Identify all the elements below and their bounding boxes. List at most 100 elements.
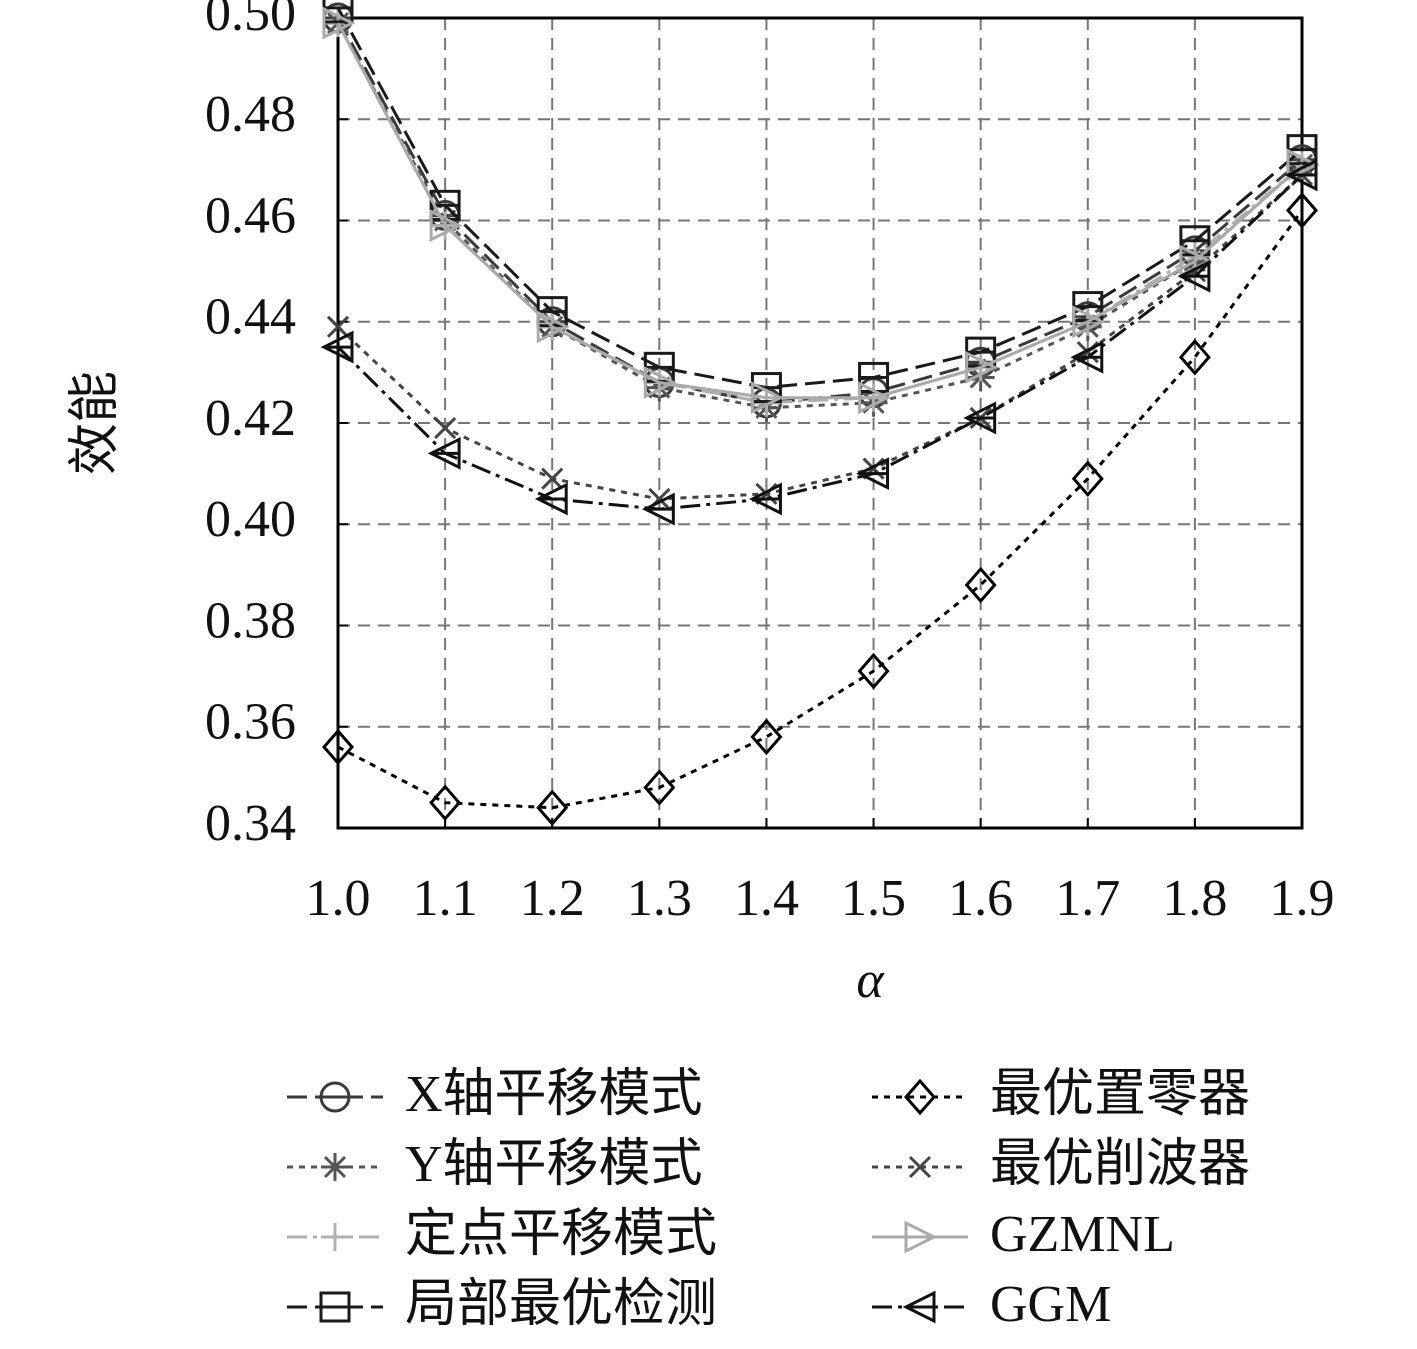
marker-part (964, 566, 997, 604)
y-tick-label: 0.46 (205, 187, 296, 244)
series-line (336, 173, 1304, 501)
marker-part (536, 310, 570, 344)
x-tick-label: 1.5 (841, 870, 906, 927)
legend-label: 最优置零器 (990, 1066, 1250, 1123)
data-point (1177, 259, 1211, 293)
legend-marker (908, 1155, 932, 1179)
data-point (643, 769, 676, 806)
marker-part (908, 1155, 932, 1179)
marker-part (322, 6, 356, 40)
data-point (536, 310, 570, 344)
data-point (641, 492, 675, 526)
marker-part (541, 467, 564, 490)
y-tick-label: 0.38 (205, 592, 296, 649)
marker-part (434, 417, 457, 440)
x-tick-label: 1.3 (627, 870, 692, 927)
marker-part (750, 381, 784, 415)
data-point (750, 718, 783, 756)
marker-part (1178, 338, 1211, 376)
data-point (643, 366, 677, 399)
series-line (336, 22, 1304, 410)
y-tick-label: 0.34 (205, 795, 296, 852)
legend-label: 局部最优检测 (405, 1276, 717, 1333)
y-axis-label: 效能 (67, 371, 124, 475)
series-line (336, 173, 1304, 511)
legend-label: 定点平移模式 (405, 1206, 717, 1263)
data-point (1286, 148, 1320, 182)
x-tick-label: 1.4 (734, 870, 799, 927)
y-tick-label: 0.48 (205, 86, 296, 143)
data-point (964, 566, 997, 604)
legend-label: 最优削波器 (990, 1136, 1250, 1193)
legend-marker (319, 1081, 351, 1113)
marker-part (429, 209, 463, 242)
marker-part (643, 366, 677, 399)
data-point (1286, 192, 1318, 229)
data-point (963, 401, 997, 435)
marker-part (858, 381, 891, 415)
marker-part (643, 769, 676, 806)
data-point (536, 789, 569, 827)
data-point (1284, 158, 1318, 192)
series-line (336, 22, 1304, 400)
data-point (429, 209, 463, 242)
marker-part (536, 789, 569, 827)
x-tick-label: 1.1 (413, 870, 478, 927)
data-point (749, 482, 782, 516)
data-point (965, 350, 999, 384)
marker-part (750, 718, 783, 756)
data-point (857, 652, 890, 690)
data-point (322, 6, 356, 40)
marker-part (1286, 192, 1318, 229)
x-tick-label: 1.8 (1162, 870, 1227, 927)
data-point (1071, 460, 1104, 497)
legend-label: GZMNL (990, 1206, 1175, 1263)
marker-part (965, 350, 999, 384)
marker-part (1071, 460, 1104, 497)
y-tick-label: 0.40 (205, 491, 296, 548)
x-tick-label: 1.0 (306, 870, 371, 927)
marker-part (429, 784, 462, 821)
series-line (336, 7, 1303, 390)
x-axis-label: α (856, 952, 885, 1009)
data-point (541, 467, 564, 490)
data-point (326, 315, 350, 338)
series-line (337, 209, 1304, 810)
marker-part (857, 652, 890, 690)
legend-marker (902, 1290, 936, 1324)
marker-part (904, 1220, 938, 1254)
series-line (336, 17, 1303, 405)
y-tick-label: 0.50 (205, 0, 296, 42)
data-point (1072, 305, 1106, 339)
data-point (434, 417, 457, 440)
marker-part (322, 728, 354, 766)
marker-part (326, 315, 350, 338)
marker-part (323, 1155, 347, 1179)
data-point (320, 330, 354, 364)
x-tick-label: 1.9 (1270, 870, 1335, 927)
legend-marker (321, 1153, 349, 1181)
x-tick-label: 1.6 (948, 870, 1013, 927)
data-point (856, 457, 890, 491)
data-point (427, 436, 461, 470)
legend-marker (904, 1078, 936, 1116)
legend-marker (904, 1220, 938, 1254)
series-line (336, 22, 1303, 405)
data-point (534, 482, 568, 516)
data-point (322, 728, 354, 766)
x-tick-label: 1.2 (520, 870, 585, 927)
legend-label: X轴平移模式 (405, 1066, 703, 1123)
y-tick-label: 0.42 (205, 390, 296, 447)
y-tick-label: 0.44 (205, 289, 296, 346)
x-tick-label: 1.7 (1055, 870, 1120, 927)
legend-label: GGM (990, 1276, 1111, 1333)
data-point (858, 381, 891, 415)
marker-part (904, 1078, 936, 1116)
y-tick-label: 0.36 (205, 694, 296, 751)
data-point (1070, 340, 1104, 374)
data-point (1178, 338, 1211, 376)
data-point (750, 381, 784, 415)
legend-marker (321, 1223, 349, 1251)
data-point (429, 784, 462, 821)
